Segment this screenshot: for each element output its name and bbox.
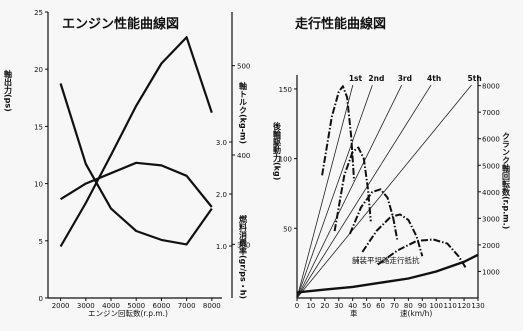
power-tick-label: 25 xyxy=(34,9,43,17)
rpm-tick-label: 2000 xyxy=(482,242,500,250)
speed-tick-label: 40 xyxy=(348,302,357,310)
speed-tick-label: 30 xyxy=(334,302,343,310)
engine-power-label: 軸出力(ps) xyxy=(4,69,13,112)
gear-line-3rd xyxy=(296,84,403,299)
traction-curve-5th xyxy=(377,238,467,268)
gear-line-1st xyxy=(296,84,354,299)
speed-tick-label: 120 xyxy=(457,302,470,310)
speed-tick-label: 70 xyxy=(390,302,399,310)
road-resistance-curve xyxy=(296,253,479,294)
rpm-tick-label: 6000 xyxy=(482,136,500,144)
power-tick-label: 20 xyxy=(34,66,43,74)
traction-curve-2nd xyxy=(333,146,372,232)
force-tick-label: 150 xyxy=(279,86,292,94)
rpm-tick-label: 7000 xyxy=(482,109,500,117)
gear-label-5th: 5th xyxy=(468,74,482,83)
gear-line-5th xyxy=(296,84,472,299)
traction-curve-1st xyxy=(321,85,356,181)
torque-curve xyxy=(60,161,213,208)
torque-tick-label: 3.0 xyxy=(216,139,227,147)
speed-tick-label: 130 xyxy=(471,302,484,310)
power-tick-label: 0 xyxy=(39,295,43,303)
engine-x-tick-label: 5000 xyxy=(127,302,145,310)
running-x-label-right: 速(km/h) xyxy=(400,309,432,318)
force-tick-label: 100 xyxy=(279,156,292,164)
engine-x-tick-label: 8000 xyxy=(203,302,221,310)
fuel-curve xyxy=(59,83,213,246)
running-x-label-left: 車 xyxy=(350,308,358,318)
fuel-tick-label: 500 xyxy=(237,63,250,71)
engine-x-tick-label: 3000 xyxy=(77,302,95,310)
running-y-label: 後輪駆動力(kg) xyxy=(272,121,282,180)
speed-tick-label: 20 xyxy=(320,302,329,310)
gear-label-3rd: 3rd xyxy=(398,74,412,83)
running-chart: 走行性能曲線図 車 速(km/h) 後輪駆動力(kg) クランク軸回転数(r.p… xyxy=(272,16,511,318)
torque-tick-label: 2.0 xyxy=(216,191,227,199)
running-title: 走行性能曲線図 xyxy=(295,16,386,32)
engine-fuel-label: 燃料消費率(gr/ps・h) xyxy=(238,214,248,299)
fuel-tick-label: 300 xyxy=(237,241,250,249)
rpm-tick-label: 1000 xyxy=(482,268,500,276)
rpm-tick-label: 5000 xyxy=(482,162,500,170)
speed-tick-label: 60 xyxy=(376,302,385,310)
engine-x-tick-label: 7000 xyxy=(178,302,196,310)
engine-torque-label: 軸トルク(kg-m) xyxy=(239,81,248,144)
power-curve xyxy=(59,36,213,248)
rpm-tick-label: 3000 xyxy=(482,215,500,223)
speed-tick-label: 80 xyxy=(404,302,413,310)
speed-tick-label: 90 xyxy=(418,302,427,310)
speed-tick-label: 110 xyxy=(443,302,456,310)
road-resistance-label: 舗装平坦路走行抵抗 xyxy=(352,255,420,265)
rpm-tick-label: 8000 xyxy=(482,83,500,91)
power-tick-label: 5 xyxy=(39,238,43,246)
fuel-tick-label: 400 xyxy=(237,152,250,160)
force-tick-label: 50 xyxy=(283,225,292,233)
power-tick-label: 15 xyxy=(34,123,43,131)
gear-line-4th xyxy=(296,84,432,299)
gear-label-4th: 4th xyxy=(427,74,441,83)
engine-x-tick-label: 4000 xyxy=(102,302,120,310)
engine-x-label: エンジン回転数(r.p.m.) xyxy=(88,308,168,318)
running-rpm-label: クランク軸回転数(r.p.m.) xyxy=(501,132,511,229)
torque-tick-label: 1.0 xyxy=(216,243,227,251)
power-tick-label: 10 xyxy=(34,181,43,189)
gear-line-2nd xyxy=(296,84,373,299)
engine-chart: エンジン性能曲線図 エンジン回転数(r.p.m.) 軸出力(ps) 軸トルク(k… xyxy=(4,9,251,318)
gear-label-2nd: 2nd xyxy=(368,74,384,83)
speed-tick-label: 0 xyxy=(295,302,299,310)
gear-label-1st: 1st xyxy=(349,74,363,83)
traction-curve-3rd xyxy=(348,188,399,240)
engine-x-tick-label: 2000 xyxy=(52,302,70,310)
speed-tick-label: 10 xyxy=(306,302,315,310)
engine-title: エンジン性能曲線図 xyxy=(62,16,179,32)
speed-tick-label: 50 xyxy=(362,302,371,310)
speed-tick-label: 100 xyxy=(430,302,443,310)
rpm-tick-label: 4000 xyxy=(482,189,500,197)
traction-curve-4th xyxy=(361,213,424,257)
engine-x-tick-label: 6000 xyxy=(153,302,171,310)
